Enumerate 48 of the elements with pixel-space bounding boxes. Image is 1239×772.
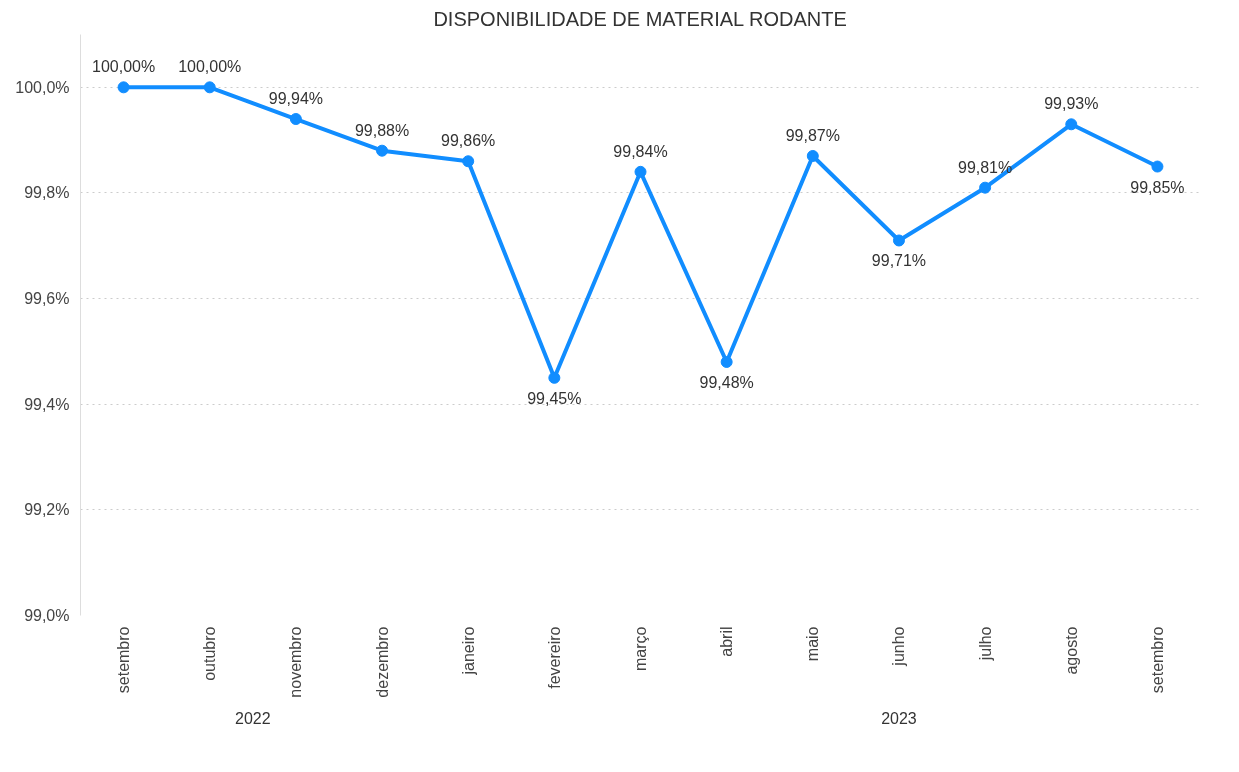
x-tick-label: dezembro bbox=[373, 626, 391, 698]
x-tick-label: novembro bbox=[287, 626, 305, 698]
y-tick-label: 99,2% bbox=[24, 501, 70, 519]
point bbox=[1065, 118, 1078, 131]
chart-title: DISPONIBILIDADE DE MATERIAL RODANTE bbox=[433, 7, 847, 30]
point bbox=[979, 181, 992, 194]
point bbox=[289, 113, 302, 125]
data-label: 99,86% bbox=[441, 132, 496, 150]
x-tick-label: março bbox=[632, 626, 649, 671]
x-tick-label: agosto bbox=[1062, 626, 1080, 675]
data-label: 99,94% bbox=[268, 90, 324, 108]
x-tick-label: janeiro bbox=[459, 626, 477, 676]
data-label: 99,93% bbox=[1044, 95, 1099, 113]
data-label: 100,00% bbox=[178, 58, 242, 76]
y-tick-label: 100,0% bbox=[15, 78, 70, 96]
data-label: 99,45% bbox=[527, 389, 582, 407]
data-label: 99,88% bbox=[354, 121, 410, 139]
x-tick-label: outubro bbox=[201, 626, 219, 681]
point bbox=[117, 81, 130, 94]
x-tick-label: fevereiro bbox=[545, 626, 563, 689]
y-tick-label: 99,6% bbox=[24, 290, 70, 308]
data-label: 99,81% bbox=[957, 158, 1013, 176]
text: 2022 bbox=[235, 709, 271, 727]
y-tick-label: 99,8% bbox=[24, 184, 70, 202]
data-label: 99,71% bbox=[871, 252, 927, 270]
point bbox=[806, 149, 819, 162]
data-label: 99,84% bbox=[613, 142, 668, 160]
text: 2023 bbox=[881, 709, 917, 727]
x-tick-label: maio bbox=[804, 626, 822, 662]
point bbox=[1151, 160, 1164, 173]
point bbox=[720, 355, 733, 368]
x-tick-label: julho bbox=[976, 626, 994, 662]
x-tick-label: setembro bbox=[1148, 626, 1166, 694]
point bbox=[462, 155, 475, 168]
point bbox=[203, 81, 216, 94]
x-tick-label: abril bbox=[718, 626, 736, 657]
data-label: 99,87% bbox=[785, 126, 840, 144]
y-tick-label: 99,0% bbox=[24, 607, 70, 624]
data-label: 99,48% bbox=[699, 373, 754, 391]
data-label: 100,00% bbox=[91, 58, 156, 76]
y-tick-label: 99,4% bbox=[24, 395, 70, 413]
x-tick-label: setembro bbox=[115, 626, 133, 694]
point bbox=[376, 144, 389, 157]
point bbox=[548, 371, 561, 384]
point bbox=[634, 165, 647, 178]
point bbox=[892, 234, 905, 247]
data-label: 99,85% bbox=[1130, 178, 1185, 196]
x-tick-label: junho bbox=[890, 626, 908, 667]
